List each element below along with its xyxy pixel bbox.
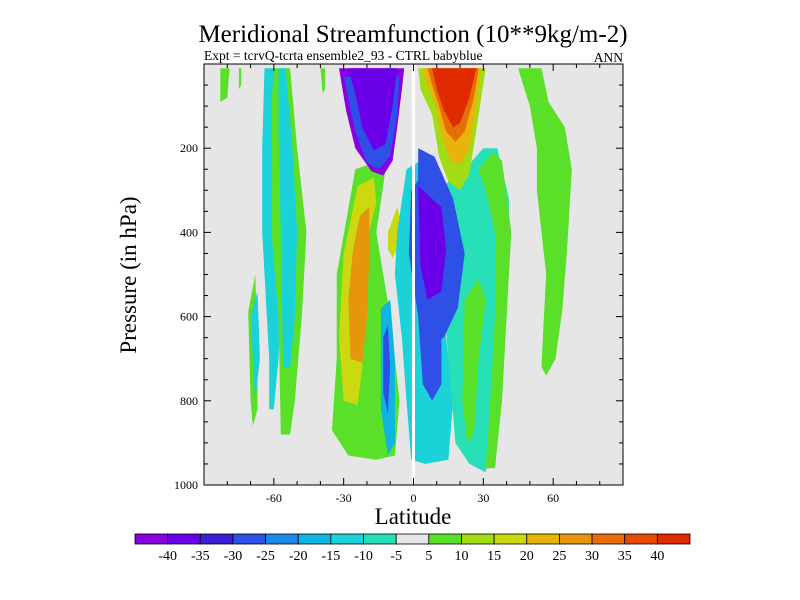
contour-south-cyan-inner (278, 68, 298, 368)
contour-northern-green-edge (478, 152, 512, 469)
colorbar-label: 5 (425, 549, 432, 564)
colorbar-swatch (199, 533, 234, 545)
colorbar-label: -15 (322, 549, 341, 564)
contour-mid-north-green-sliver (320, 68, 325, 94)
contour-southern-cell-deep-violet (348, 68, 398, 151)
colorbar-swatch (265, 533, 299, 545)
colorbar-label: -35 (191, 549, 210, 564)
colorbar-swatch (461, 533, 495, 545)
colorbar-swatch (395, 533, 430, 545)
colorbar-swatch (559, 533, 593, 545)
colorbar-label: 10 (454, 549, 468, 564)
contour-northern-green-tongue (462, 278, 486, 443)
colorbar-swatch (428, 533, 462, 545)
colorbar-swatch (167, 533, 201, 545)
colorbar-label: -10 (354, 549, 373, 564)
colorbar-label: -40 (158, 549, 177, 564)
chart-subtitle-left: Expt = tcrvQ-tcrta ensemble2_93 - CTRL b… (204, 48, 483, 63)
y-tick-label: 1000 (174, 478, 198, 492)
contour-south-blue-low (383, 325, 391, 414)
contour-northern-cell-deep (418, 186, 447, 300)
colorbar: -40 -35 -30 -25 -20 -15 -10 -5 5 10 15 20 25 30 35 40 (134, 533, 691, 564)
contour-south-green-sliver (238, 68, 242, 90)
colorbar-swatch (232, 533, 266, 545)
contour-far-south-green-strip (220, 68, 230, 102)
colorbar-label: -20 (289, 549, 308, 564)
colorbar-label: 20 (520, 549, 534, 564)
colorbar-swatch (134, 533, 169, 545)
colorbar-label: 25 (552, 549, 566, 564)
x-tick-label: 0 (411, 491, 417, 505)
colorbar-label: 35 (618, 549, 632, 564)
colorbar-label: 30 (585, 549, 599, 564)
x-axis-label: Latitude (375, 504, 452, 529)
chart-title: Meridional Streamfunction (10**9kg/m-2) (198, 21, 627, 48)
y-axis-label: Pressure (in hPa) (116, 196, 141, 353)
contour-south-cyan-bottom (250, 291, 260, 401)
contour-high-latitude-green (518, 68, 572, 376)
plot-area: -60 -30 0 30 60 200 400 600 800 1000 (174, 63, 624, 505)
colorbar-label: 15 (487, 549, 501, 564)
y-tick-label: 800 (180, 394, 198, 408)
y-tick-label: 200 (180, 141, 198, 155)
colorbar-swatch (297, 533, 332, 545)
y-tick-label: 400 (180, 225, 198, 239)
colorbar-label: -5 (390, 549, 402, 564)
chart-subtitle-right: ANN (594, 50, 623, 65)
colorbar-swatch (330, 533, 364, 545)
contour-subtropical-yellow-blob (387, 207, 402, 258)
colorbar-swatch (591, 533, 626, 545)
colorbar-label: 40 (650, 549, 664, 564)
y-tick-label: 600 (180, 310, 198, 324)
contour-south-descending-orange (348, 207, 370, 363)
colorbar-swatch (526, 533, 560, 545)
colorbar-swatch (656, 533, 691, 545)
colorbar-swatch (363, 533, 397, 545)
colorbar-label: -25 (256, 549, 275, 564)
x-tick-label: 60 (547, 491, 559, 505)
axis-ticks: -60 -30 0 30 60 200 400 600 800 1000 (174, 64, 623, 505)
colorbar-label: -30 (224, 549, 243, 564)
colorbar-swatch (624, 533, 658, 545)
contour-regions (220, 68, 572, 473)
x-tick-label: 30 (477, 491, 489, 505)
contour-northern-hot-cell-red (432, 68, 477, 128)
x-tick-label: -30 (336, 491, 352, 505)
colorbar-swatch (493, 533, 528, 545)
x-tick-label: -60 (266, 491, 282, 505)
